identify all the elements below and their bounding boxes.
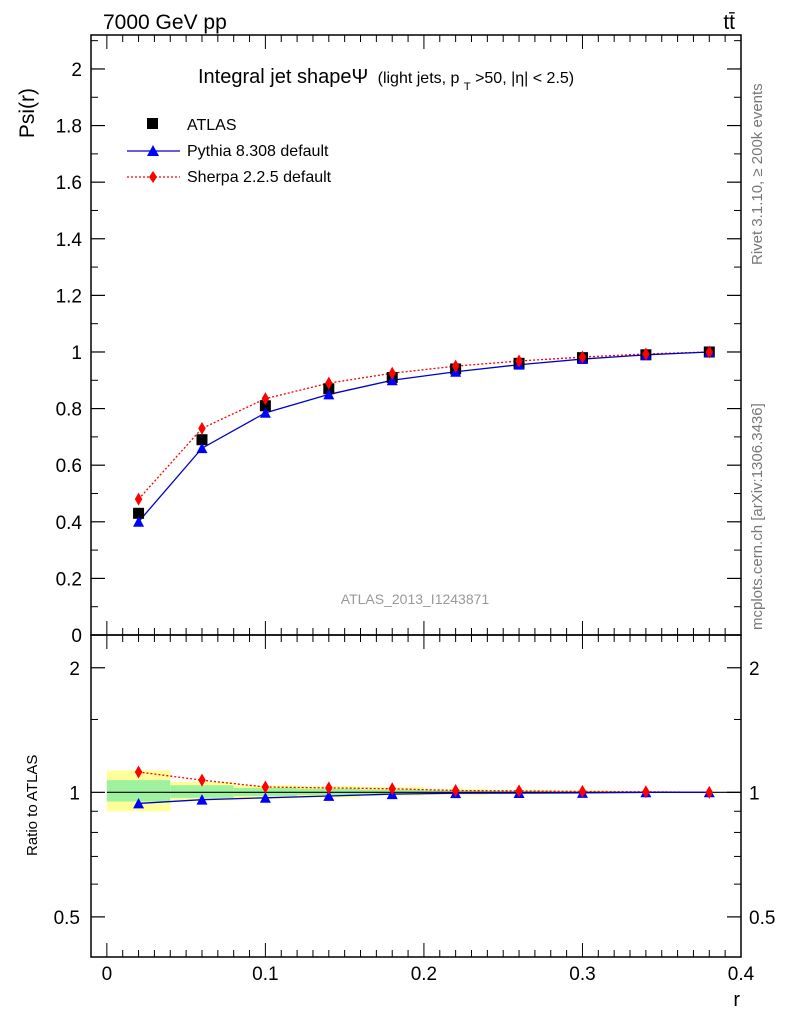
ratio-ytick-label-1: 1 [69,783,80,804]
ratio-band-inner-1 [170,785,234,798]
xtick-label-4: 0.4 [728,964,755,985]
pythia-point-2 [259,407,271,418]
main-ytick-label-3: 0.6 [56,456,82,477]
xtick-label-1: 0.1 [252,964,278,985]
main-ytick-label-8: 1.6 [56,173,82,194]
main-ylabel: Psi(r) [16,88,39,138]
ratio-ylabel: Ratio to ATLAS [24,755,41,856]
sherpa-point-0 [134,492,143,506]
chart-title-main: Integral jet shapeΨ [198,66,368,88]
main-ytick-label-5: 1 [71,343,82,364]
chart-title-sub-suffix: >50, |η| < 2.5) [475,70,574,87]
pythia-point-0 [133,516,145,527]
ratio-ytick-label-right-0: 0.5 [749,908,775,929]
sherpa-ratio-point-2 [261,780,270,794]
ratio-series-layer [133,765,715,809]
ratio-band-inner-0 [106,780,171,802]
legend-pythia-marker [147,145,159,156]
legend-entry-sherpa: Sherpa 2.2.5 default [127,169,332,186]
main-panel-background [91,35,741,635]
pythia-main-line [138,351,710,523]
energy-label: 7000 GeV pp [103,11,227,34]
xtick-label-0: 0 [102,964,113,985]
chart-title-sub-index: T [464,81,471,93]
pythia-ratio-point-2 [259,792,271,803]
sherpa-ratio-line [138,771,710,793]
sherpa-point-1 [198,421,206,435]
ratio-ytick-label-0: 0.5 [54,908,80,929]
main-ytick-label-0: 0 [71,626,82,647]
legend-data-label: ATLAS [187,117,237,134]
sherpa-ratio-point-0 [134,765,143,779]
sherpa-ratio-point-8 [642,785,650,799]
main-series-layer [133,345,715,527]
main-ytick-label-10: 2 [71,60,82,81]
main-ytick-label-1: 0.2 [56,569,82,590]
data-point-0 [133,507,145,519]
sherpa-ratio-point-1 [198,773,206,787]
process-label: tt̄ [723,11,735,34]
xtick-label-3: 0.3 [569,964,595,985]
sherpa-ratio-point-9 [705,785,714,799]
legend-sherpa-label: Sherpa 2.2.5 default [187,169,332,186]
ratio-ytick-label-right-2: 2 [749,659,760,680]
sherpa-point-5 [451,359,460,373]
chart-title-sub-prefix: (light jets, p [378,70,460,87]
legend-pythia-label: Pythia 8.308 default [187,143,329,160]
sherpa-ratio-point-6 [515,784,523,798]
legend: ATLAS Pythia 8.308 default Sherpa 2.2.5 … [127,117,332,186]
data-point-1 [196,434,208,446]
sherpa-point-3 [325,376,333,390]
sherpa-point-2 [261,392,270,406]
main-ytick-label-2: 0.4 [56,513,83,534]
sherpa-ratio-point-5 [451,784,460,798]
pythia-point-1 [196,442,208,454]
chart-title: Integral jet shapeΨ (light jets, p T >50… [198,66,574,94]
rivet-label: Rivet 3.1.10, ≥ 200k events [749,83,766,265]
ratio-frame [90,634,742,958]
pythia-ratio-line [138,791,710,805]
analysis-watermark: ATLAS_2013_I1243871 [341,591,490,607]
legend-data-marker [147,118,158,129]
sherpa-point-4 [388,366,396,380]
sherpa-main-line [138,351,710,500]
legend-sherpa-marker [149,171,157,183]
pythia-ratio-point-1 [196,794,208,805]
ratio-ytick-label-right-1: 1 [749,783,760,804]
pythia-ratio-point-0 [133,797,145,809]
pythia-point-3 [323,388,335,400]
sherpa-ratio-point-4 [388,782,396,796]
pythia-ratio-point-3 [323,790,335,801]
xtick-label-2: 0.2 [411,964,437,985]
main-ytick-label-6: 1.2 [56,286,82,307]
ratio-ytick-label-2: 2 [69,659,80,680]
main-ytick-label-4: 0.8 [56,400,82,421]
ratio-panel-axes: 0.5 0.5 1 1 2 2 0 0.1 0.2 0.3 0.4 [54,634,775,985]
sherpa-point-8 [642,347,650,361]
sherpa-point-6 [515,354,523,368]
sherpa-point-9 [705,345,714,359]
pythia-point-4 [386,374,398,386]
mcplots-label: mcplots.cern.ch [arXiv:1306.3436] [749,403,766,630]
xlabel: r [733,989,740,1011]
main-plot-area [91,35,741,635]
legend-entry-data: ATLAS [147,117,237,134]
main-ytick-label-7: 1.4 [56,230,83,251]
sherpa-ratio-point-3 [325,781,333,795]
sherpa-ratio-point-7 [578,784,587,798]
data-point-2 [259,400,271,412]
sherpa-point-7 [578,350,587,364]
main-ytick-label-9: 1.8 [56,117,82,138]
legend-entry-pythia: Pythia 8.308 default [127,143,329,160]
